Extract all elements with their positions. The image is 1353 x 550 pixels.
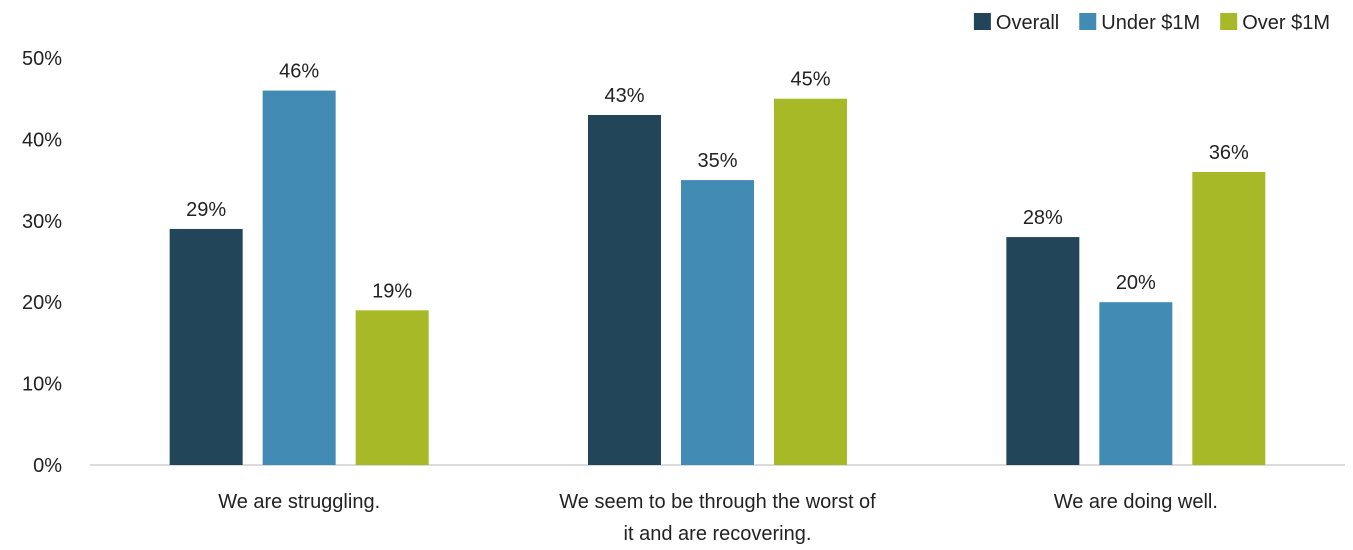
y-tick-label: 0% bbox=[33, 455, 62, 477]
y-tick-label: 20% bbox=[22, 292, 62, 314]
legend-swatch bbox=[1220, 13, 1238, 30]
data-label: 20% bbox=[1116, 272, 1156, 294]
bar bbox=[169, 228, 243, 465]
bars: 29% 46% 19% 43% 35% 45% 28% 20% 36% bbox=[169, 61, 1266, 465]
x-tick-label: We are doing well. bbox=[1054, 491, 1218, 513]
legend-item: Under $1M bbox=[1079, 12, 1200, 34]
legend-item: Over $1M bbox=[1220, 12, 1330, 34]
bar bbox=[774, 98, 847, 465]
bar bbox=[1192, 171, 1266, 465]
bar bbox=[1099, 302, 1173, 465]
data-label: 46% bbox=[279, 61, 319, 83]
x-tick-label: We seem to be through the worst of bbox=[559, 491, 876, 513]
x-tick-label: it and are recovering. bbox=[624, 523, 812, 545]
data-label: 43% bbox=[604, 85, 644, 107]
bar bbox=[355, 310, 429, 465]
legend-item: Overall bbox=[973, 12, 1059, 34]
bar bbox=[681, 180, 754, 465]
y-tick-label: 50% bbox=[22, 48, 62, 70]
y-tick-label: 10% bbox=[22, 374, 62, 396]
data-label: 35% bbox=[697, 150, 737, 172]
legend-swatch bbox=[973, 13, 991, 30]
legend-label: Over $1M bbox=[1242, 12, 1330, 34]
y-axis: 0% 10% 20% 30% 40% 50% bbox=[22, 48, 62, 477]
x-tick-label: We are struggling. bbox=[218, 491, 380, 513]
legend: Overall Under $1M Over $1M bbox=[973, 12, 1330, 34]
data-label: 28% bbox=[1023, 207, 1063, 229]
data-label: 36% bbox=[1209, 142, 1249, 164]
legend-swatch bbox=[1079, 13, 1097, 30]
bar bbox=[588, 114, 661, 465]
data-label: 45% bbox=[790, 69, 830, 91]
y-tick-label: 30% bbox=[22, 211, 62, 233]
y-tick-label: 40% bbox=[22, 129, 62, 151]
data-label: 19% bbox=[372, 280, 412, 302]
legend-label: Under $1M bbox=[1101, 12, 1200, 34]
data-label: 29% bbox=[186, 199, 226, 221]
x-axis: We are struggling. We seem to be through … bbox=[218, 491, 1218, 545]
bar bbox=[262, 90, 336, 465]
legend-label: Overall bbox=[996, 12, 1059, 34]
bar bbox=[1006, 237, 1080, 465]
